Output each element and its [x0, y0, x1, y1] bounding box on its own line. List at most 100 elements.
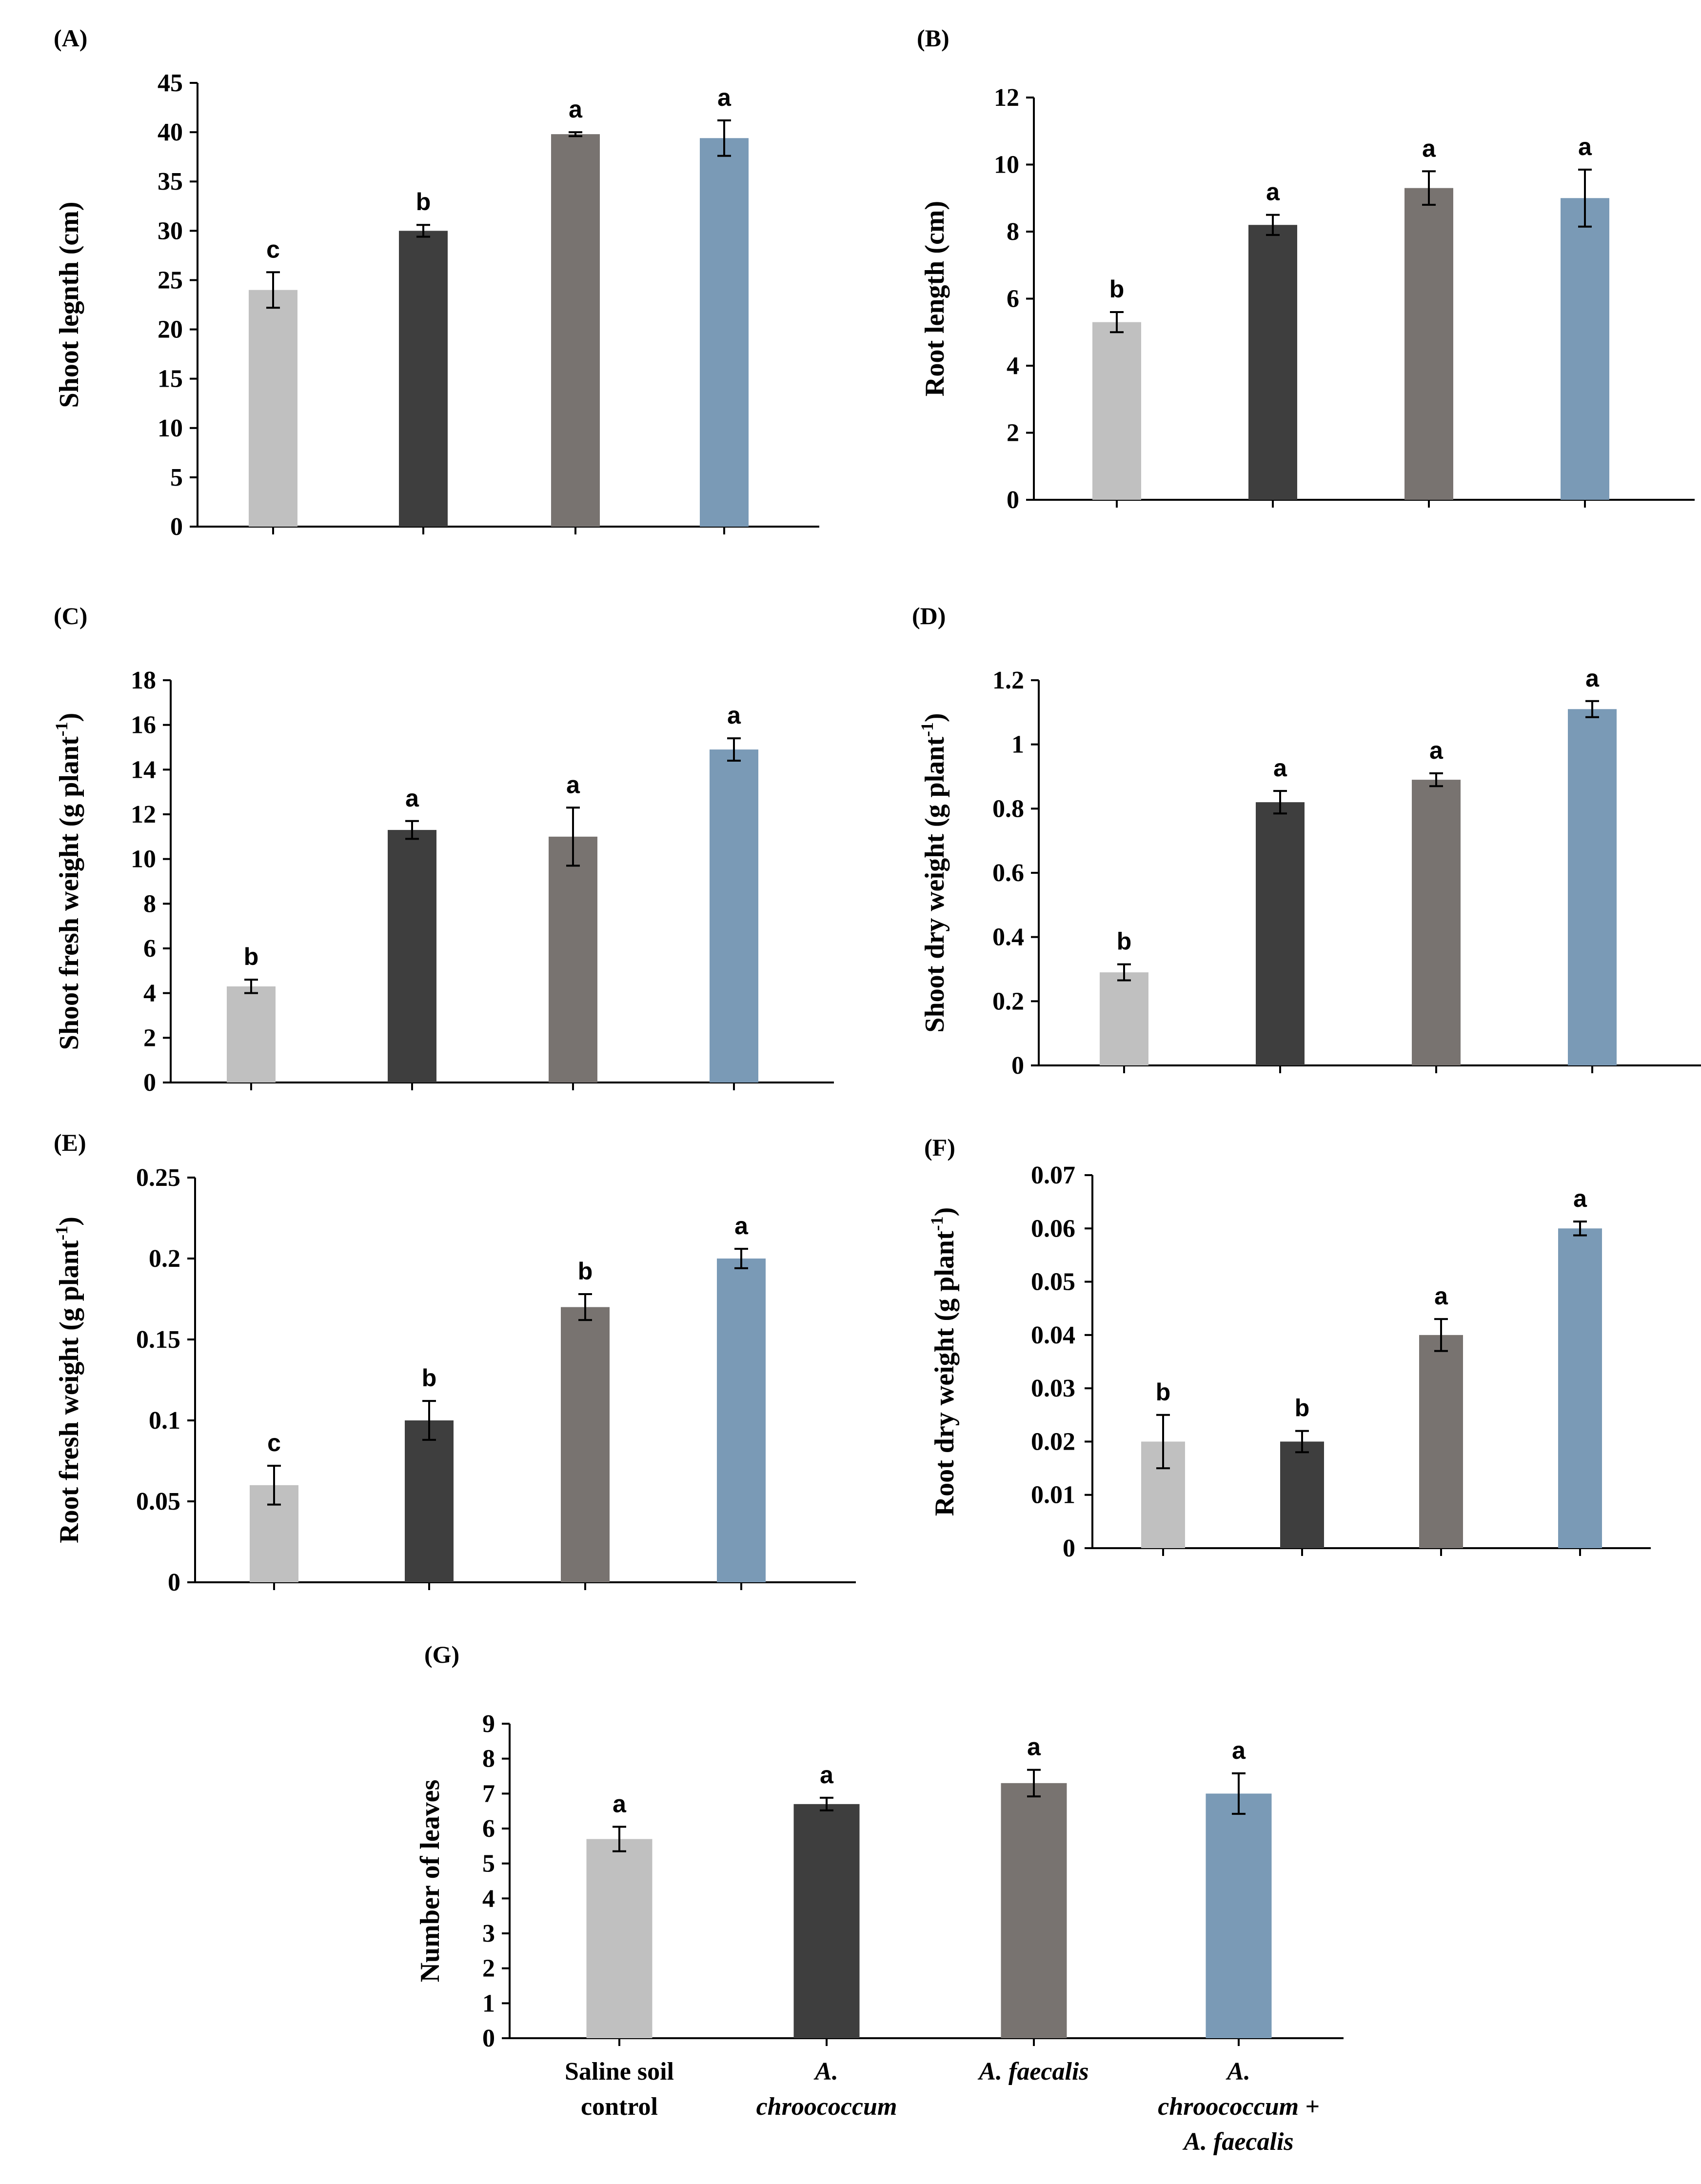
y-tick-label: 0 — [1007, 486, 1019, 514]
y-tick-label: 8 — [482, 1745, 495, 1773]
bar-4 — [717, 1259, 766, 1582]
y-tick-label: 0.06 — [1031, 1215, 1075, 1242]
error-bar-1 — [613, 1826, 626, 1852]
error-bar-1 — [1117, 963, 1131, 982]
bar-2 — [1248, 225, 1297, 500]
y-tick-label: 0.2 — [149, 1245, 180, 1273]
bar-3 — [1404, 188, 1453, 500]
y-tick-label: 0.03 — [1031, 1375, 1075, 1402]
panel-label: (D) — [912, 602, 946, 630]
bar-4 — [1568, 709, 1617, 1065]
error-bar-3 — [1422, 170, 1436, 206]
significance-letter: b — [416, 188, 431, 216]
significance-letter: a — [727, 702, 741, 729]
y-axis-title: Root dry weight (g plant-1) — [927, 1207, 960, 1516]
y-tick-label: 6 — [1007, 285, 1019, 313]
y-tick-label: 4 — [143, 980, 156, 1007]
error-bar-3 — [566, 807, 580, 867]
bar-3 — [1419, 1335, 1463, 1548]
significance-letter: a — [1573, 1185, 1587, 1212]
y-tick-label: 12 — [131, 801, 156, 828]
error-bar-4 — [1585, 700, 1599, 718]
chart-panel-2: (B) 0 2 4 6 8 10 12 Root length (cm) b a a a — [917, 24, 1695, 514]
y-tick-label: 2 — [143, 1024, 156, 1052]
y-tick-label: 0 — [168, 1569, 180, 1596]
panel-label: (C) — [54, 602, 87, 630]
bar-2 — [1280, 1441, 1324, 1548]
significance-letter: a — [820, 1761, 834, 1789]
y-tick-label: 0.01 — [1031, 1481, 1075, 1509]
y-tick-label: 14 — [131, 756, 156, 784]
category-label-3: A. faecalis — [977, 2058, 1088, 2086]
significance-letter: a — [1027, 1733, 1041, 1761]
y-tick-label: 0.6 — [992, 859, 1024, 887]
bar-1 — [1092, 322, 1141, 500]
bar-4 — [1206, 1793, 1272, 2038]
y-tick-label: 0.05 — [136, 1488, 180, 1515]
significance-letter: b — [244, 943, 259, 970]
error-bar-3 — [578, 1293, 592, 1321]
y-tick-label: 0 — [143, 1069, 156, 1097]
y-tick-label: 25 — [158, 266, 183, 294]
y-tick-label: 4 — [482, 1885, 495, 1912]
y-tick-label: 15 — [158, 365, 183, 393]
chart-panel-5: (E) 0 0.05 0.1 0.15 0.2 0.25 Root fresh weight … — [52, 1129, 856, 1596]
significance-letter: b — [1109, 275, 1125, 303]
bar-1 — [249, 290, 297, 527]
category-label-2: A. chroococcum — [756, 2058, 897, 2121]
error-bar-2 — [405, 820, 419, 840]
y-tick-label: 45 — [158, 69, 183, 97]
y-tick-label: 20 — [158, 316, 183, 344]
error-bar-4 — [1232, 1772, 1246, 1815]
y-axis-title: Shoot dry weight (g plant-1) — [917, 713, 950, 1032]
y-tick-label: 2 — [482, 1955, 495, 1983]
bar-4 — [1561, 198, 1609, 500]
error-bar-4 — [717, 119, 731, 157]
chart-panel-3: (C) 0 2 4 6 8 10 12 14 16 18 Shoot fresh weight (g … — [52, 602, 834, 1097]
y-tick-label: 6 — [482, 1815, 495, 1843]
significance-letter: a — [1578, 133, 1592, 160]
y-tick-label: 30 — [158, 217, 183, 245]
error-bar-3 — [569, 131, 582, 138]
significance-letter: a — [1232, 1737, 1246, 1764]
y-tick-label: 16 — [131, 711, 156, 739]
chart-panel-6: (F) 0 0.01 0.02 0.03 0.04 0.05 0.06 0.07 Root dry… — [924, 1134, 1651, 1562]
y-tick-label: 5 — [482, 1850, 495, 1878]
chart-panel-7: (G) 0 1 2 3 4 5 6 7 8 9 Number of leaves a a a a Saline … — [415, 1641, 1344, 2156]
error-bar-2 — [1266, 214, 1280, 236]
y-tick-label: 10 — [131, 846, 156, 873]
bar-4 — [700, 138, 749, 527]
panel-label: (E) — [54, 1129, 86, 1156]
y-tick-label: 0.15 — [136, 1326, 180, 1354]
y-tick-label: 18 — [131, 667, 156, 694]
y-tick-label: 0.4 — [992, 924, 1024, 951]
y-tick-label: 0 — [1063, 1535, 1075, 1562]
y-tick-label: 6 — [143, 935, 156, 963]
error-bar-3 — [1027, 1769, 1041, 1798]
category-label-1: Saline soil control — [565, 2058, 674, 2121]
bar-3 — [549, 836, 597, 1082]
bar-2 — [405, 1420, 454, 1582]
y-tick-label: 10 — [994, 151, 1019, 179]
bar-3 — [551, 134, 600, 527]
y-tick-label: 0.07 — [1031, 1161, 1075, 1189]
y-tick-label: 7 — [482, 1780, 495, 1808]
error-bar-3 — [1434, 1318, 1448, 1352]
significance-letter: c — [266, 236, 280, 263]
y-axis-title: Shoot legnth (cm) — [54, 201, 84, 408]
bar-3 — [561, 1307, 610, 1582]
y-tick-label: 5 — [170, 464, 183, 492]
bar-2 — [399, 231, 448, 527]
y-tick-label: 4 — [1007, 352, 1019, 380]
significance-letter: a — [734, 1212, 749, 1240]
y-tick-label: 8 — [143, 890, 156, 918]
error-bar-2 — [1295, 1430, 1309, 1454]
bar-2 — [1256, 802, 1305, 1065]
error-bar-4 — [734, 1248, 748, 1269]
significance-letter: a — [405, 785, 419, 812]
bar-4 — [1558, 1228, 1602, 1548]
y-tick-label: 0.02 — [1031, 1428, 1075, 1456]
y-tick-label: 12 — [994, 84, 1019, 112]
y-tick-label: 0 — [482, 2025, 495, 2052]
